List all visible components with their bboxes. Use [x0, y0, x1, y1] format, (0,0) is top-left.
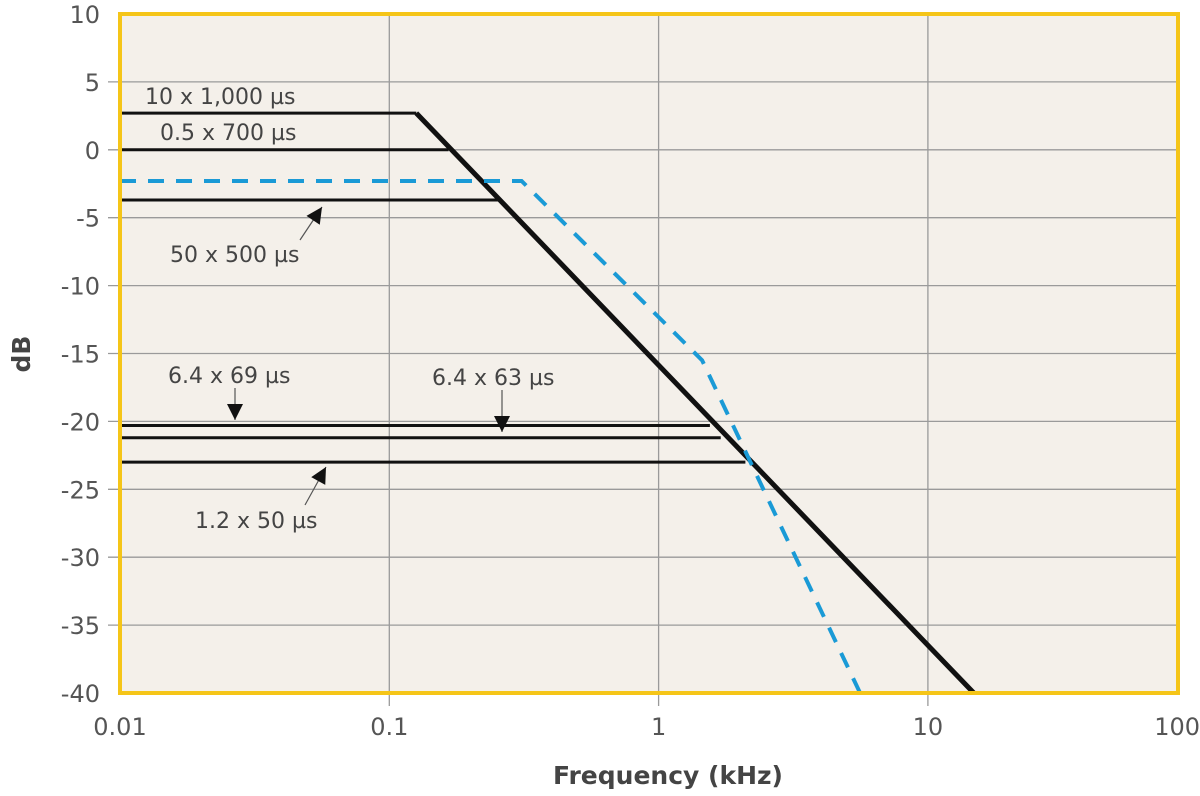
y-tick-label: -15 — [61, 341, 100, 369]
x-tick-label: 0.01 — [93, 713, 146, 741]
x-axis-label: Frequency (kHz) — [553, 761, 783, 790]
y-tick-label: 0 — [85, 137, 100, 165]
series-group — [120, 111, 976, 695]
dashed-reference-line — [120, 179, 862, 694]
plot-frame — [118, 12, 1180, 695]
annotation-label: 6.4 x 63 µs — [432, 366, 554, 391]
x-tick-label: 0.1 — [370, 713, 408, 741]
y-tick-label: -40 — [61, 680, 100, 708]
y-tick-label: -30 — [61, 544, 100, 572]
rolloff-line — [414, 111, 976, 695]
x-tick-label: 10 — [913, 713, 944, 741]
annotations: 10 x 1,000 µs 0.5 x 700 µs 50 x 500 µs 6.4 … — [145, 85, 554, 534]
y-tick-label: -20 — [61, 408, 100, 436]
y-tick-label: -25 — [61, 476, 100, 504]
annotation-label: 1.2 x 50 µs — [195, 509, 317, 534]
y-tick-label: -10 — [61, 273, 100, 301]
y-tick-label: 10 — [69, 1, 100, 29]
y-axis-label: dB — [7, 336, 36, 373]
y-tick-label: 5 — [85, 69, 100, 97]
annotation-label: 10 x 1,000 µs — [145, 85, 295, 110]
annotation-label: 50 x 500 µs — [170, 243, 299, 268]
ticks: 10 5 0 -5 -10 -15 -20 -25 -30 -35 -40 0.01 0.1 1 10 100 — [61, 1, 1200, 741]
annotation-label: 0.5 x 700 µs — [160, 121, 296, 146]
y-tick-label: -5 — [76, 205, 100, 233]
y-tick-label: -35 — [61, 612, 100, 640]
annotation-label: 6.4 x 69 µs — [168, 364, 290, 389]
arrowhead-icon — [227, 404, 243, 420]
x-tick-label: 100 — [1154, 713, 1200, 741]
arrowhead-icon — [306, 207, 322, 225]
arrowhead-icon — [494, 416, 510, 432]
grid — [108, 14, 1176, 706]
x-tick-label: 1 — [651, 713, 666, 741]
arrowhead-icon — [311, 467, 326, 485]
